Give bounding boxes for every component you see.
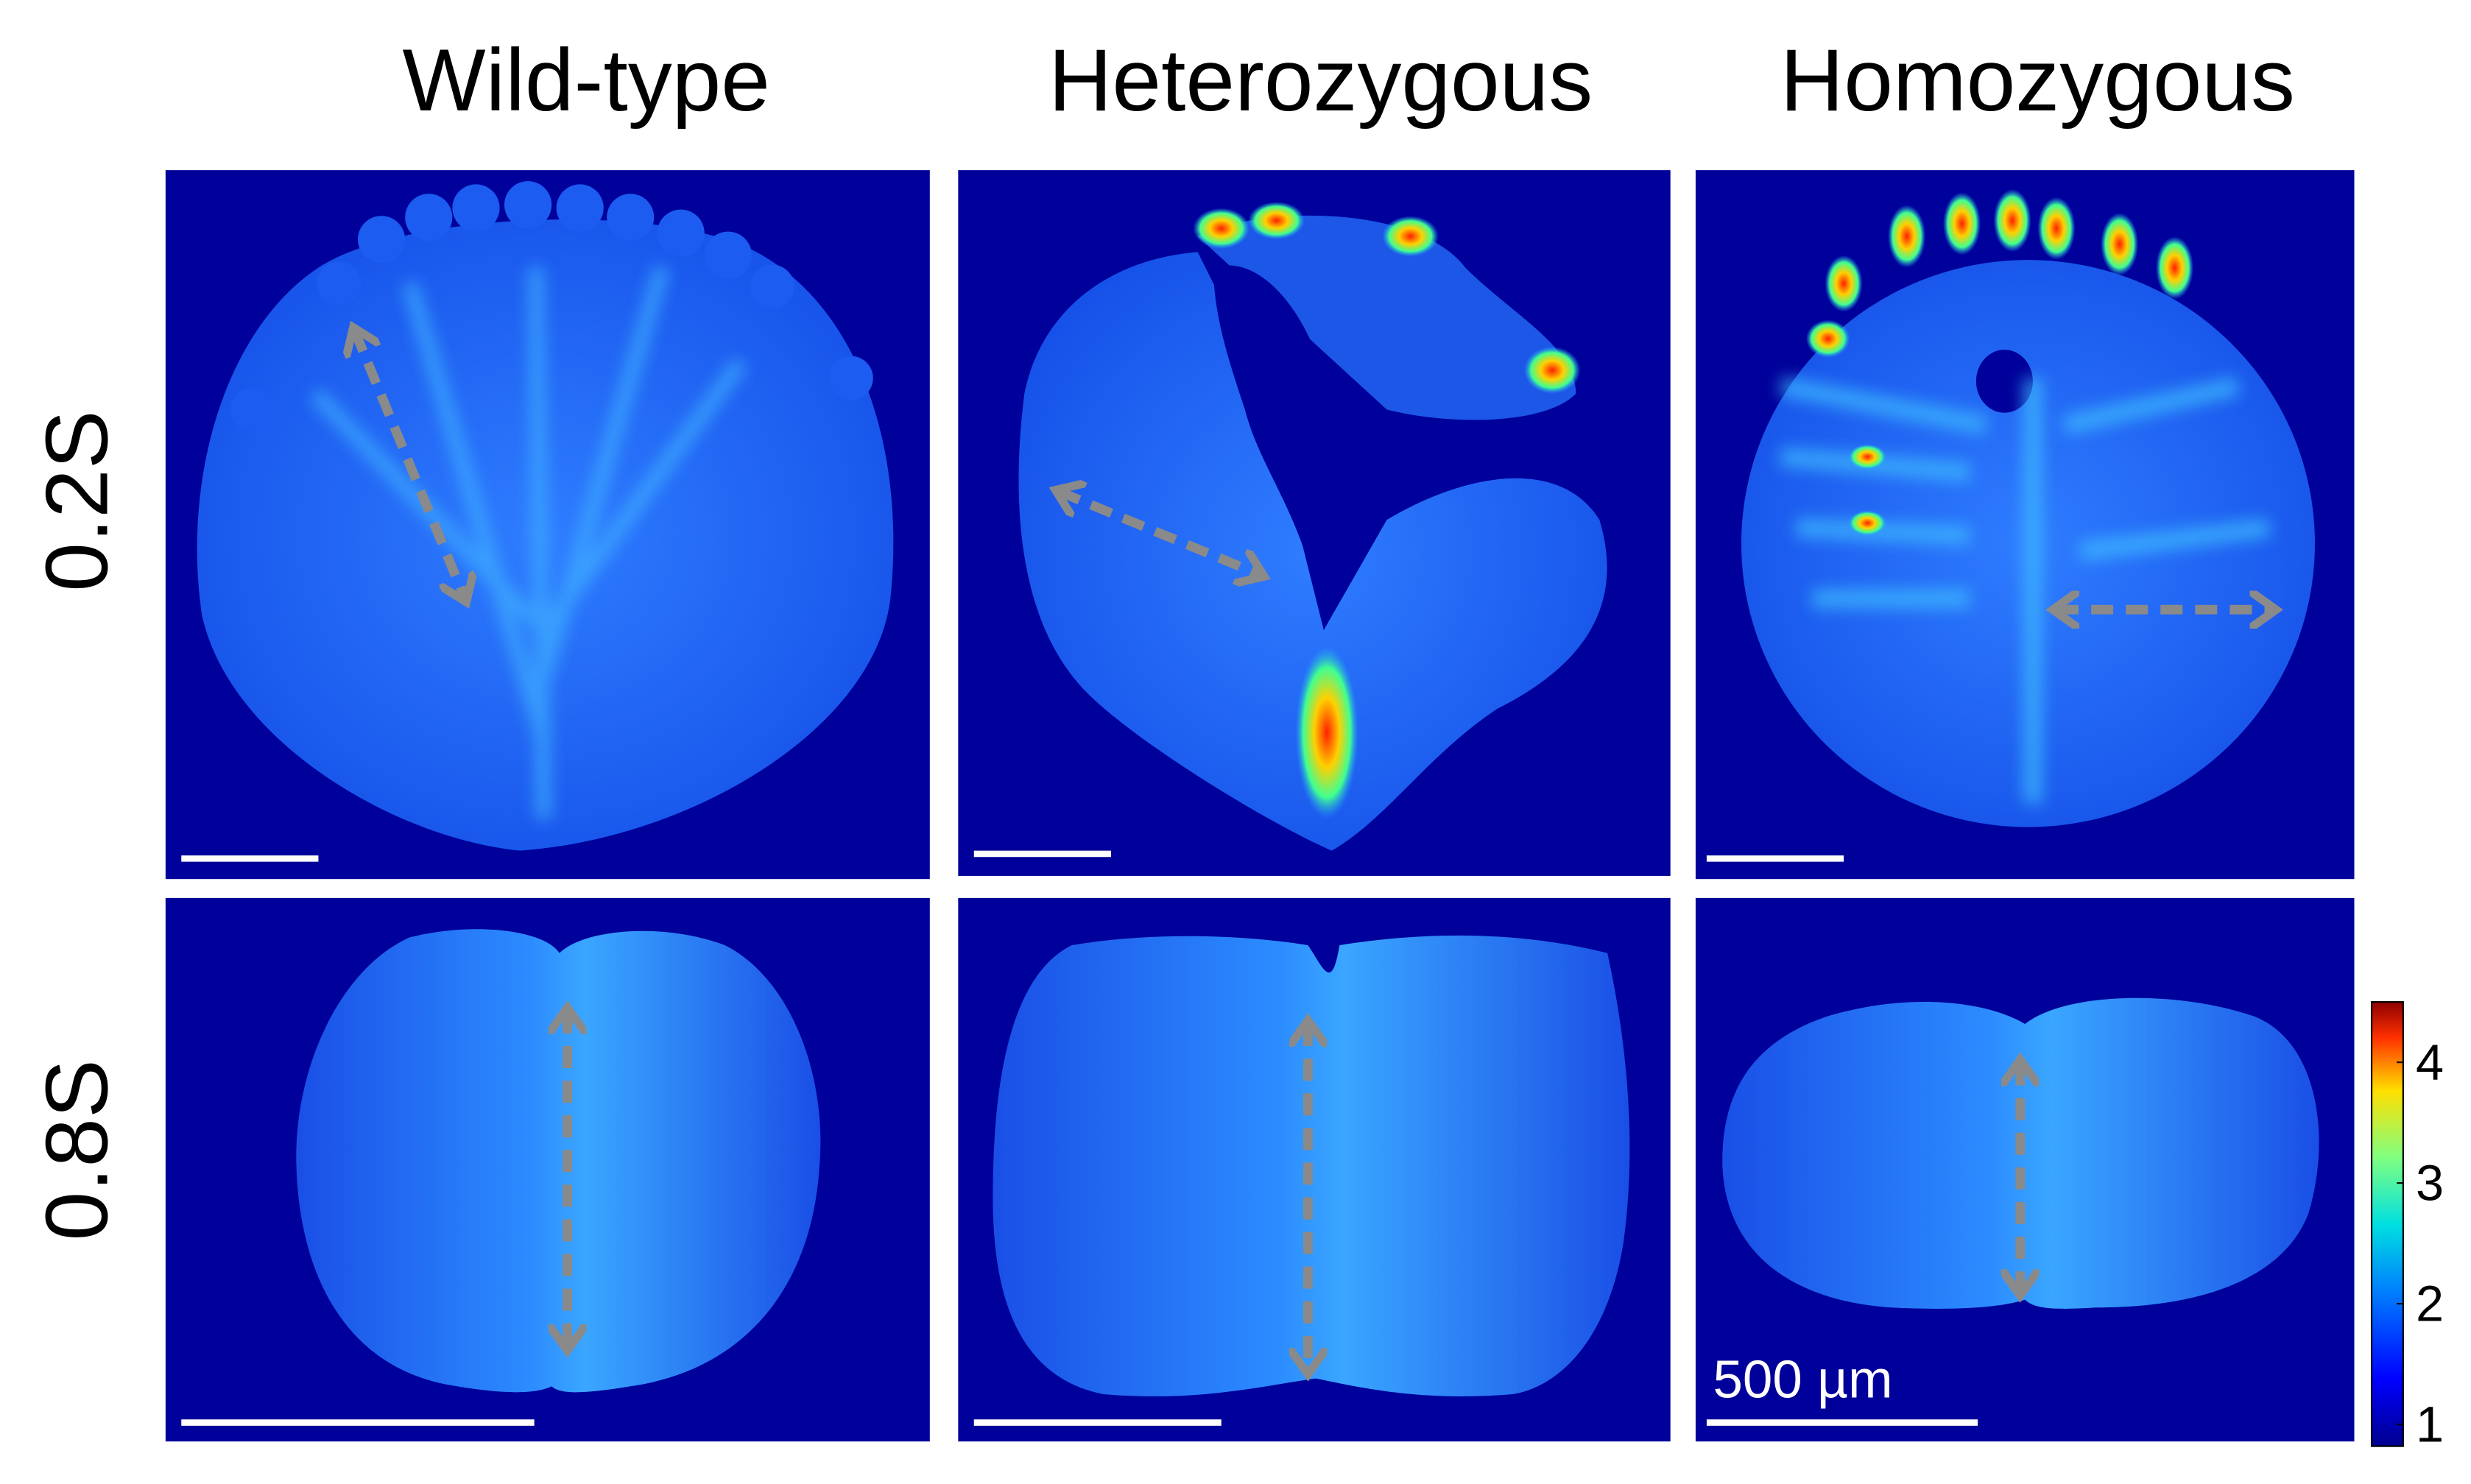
scale-bars bbox=[181, 850, 1978, 1426]
row-label: 0.2S bbox=[29, 410, 127, 592]
colorbar-tick-label: 2 bbox=[2416, 1276, 2444, 1332]
colorbar-tick-label: 4 bbox=[2416, 1034, 2444, 1091]
colorbar-ticks: 1 2 3 4 bbox=[2397, 1034, 2444, 1453]
tissue-hom-02 bbox=[1741, 188, 2315, 827]
colorbar-tick-label: 1 bbox=[2416, 1396, 2444, 1453]
column-title: Heterozygous bbox=[1048, 32, 1593, 130]
arrows bbox=[355, 331, 2273, 1370]
tissue-wt-02 bbox=[197, 181, 894, 851]
column-title: Wild-type bbox=[403, 32, 770, 130]
scale-bar-label: 500 µm bbox=[1713, 1349, 1892, 1409]
column-title: Homozygous bbox=[1780, 32, 2295, 130]
tissue-het-02 bbox=[1018, 201, 1607, 851]
colorbar bbox=[2370, 1001, 2404, 1447]
row-label: 0.8S bbox=[29, 1059, 127, 1241]
colorbar-tick-label: 3 bbox=[2416, 1155, 2444, 1212]
